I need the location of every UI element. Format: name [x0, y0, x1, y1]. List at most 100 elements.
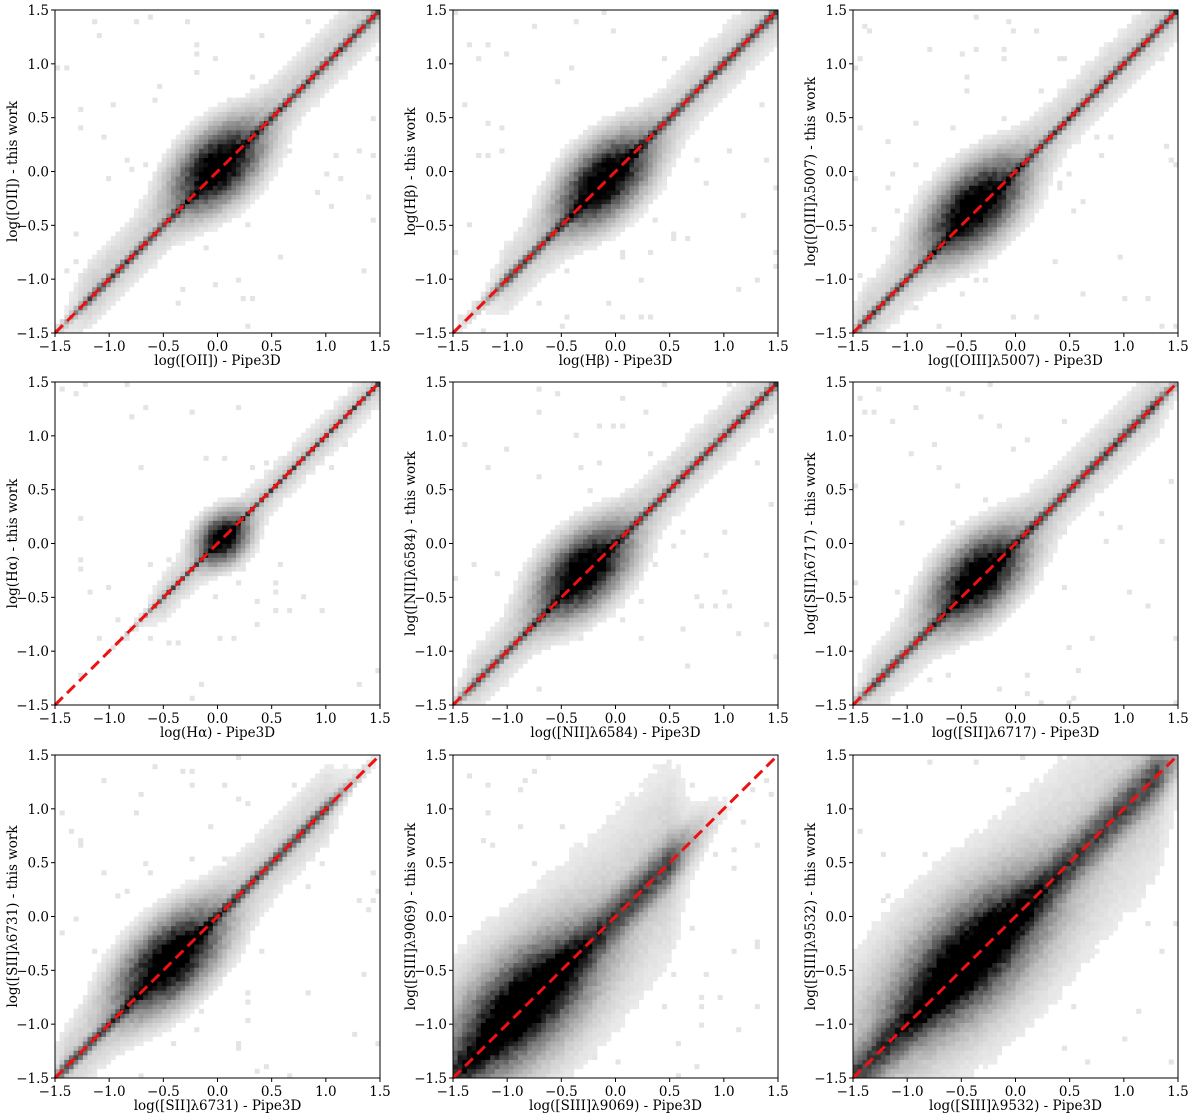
density-cell	[573, 166, 579, 172]
density-cell	[866, 305, 872, 311]
density-cell	[1113, 93, 1119, 99]
density-cell	[1057, 93, 1063, 99]
density-cell	[152, 617, 158, 623]
density-cell	[1145, 23, 1151, 29]
density-cell	[185, 236, 191, 242]
density-cell	[983, 176, 989, 182]
density-cell	[592, 153, 598, 159]
density-cell	[490, 645, 496, 651]
density-cell	[161, 217, 167, 223]
density-cell	[620, 249, 626, 255]
density-cell	[319, 441, 325, 447]
density-cell	[504, 300, 510, 306]
density-cell	[1061, 88, 1067, 94]
density-cell	[936, 185, 942, 191]
density-cell	[291, 116, 297, 122]
density-cell	[508, 608, 514, 614]
density-cell	[620, 222, 626, 228]
density-cell	[166, 176, 172, 182]
density-cell	[545, 259, 551, 265]
density-cell	[876, 296, 882, 302]
density-cell	[969, 180, 975, 186]
density-cell	[876, 323, 882, 329]
density-cell	[1020, 208, 1026, 214]
density-cell	[175, 217, 181, 223]
density-cell	[945, 166, 951, 172]
density-cell	[338, 10, 344, 16]
density-cell	[1103, 106, 1109, 112]
density-cell	[945, 231, 951, 237]
density-cell	[254, 478, 260, 484]
density-cell	[1080, 125, 1086, 131]
density-cell	[764, 23, 770, 29]
density-cell	[342, 37, 348, 43]
density-cell	[222, 106, 228, 112]
density-cell	[490, 296, 496, 302]
density-cell	[513, 291, 519, 297]
density-cell	[254, 497, 260, 503]
density-cell	[92, 254, 98, 260]
density-cell	[485, 668, 491, 674]
density-cell	[652, 157, 658, 163]
density-cell	[740, 56, 746, 62]
density-cell	[296, 469, 302, 475]
x-tick-label: 0.5	[659, 339, 680, 355]
density-cell	[1015, 189, 1021, 195]
density-cell	[1010, 236, 1016, 242]
density-cell	[657, 162, 663, 168]
density-cell	[522, 277, 528, 283]
density-cell	[513, 621, 519, 627]
density-cell	[171, 575, 177, 581]
density-cell	[462, 102, 468, 108]
density-cell	[513, 236, 519, 242]
density-cell	[629, 162, 635, 168]
density-cell	[347, 33, 353, 39]
density-cell	[490, 282, 496, 288]
density-cell	[885, 291, 891, 297]
density-cell	[245, 185, 251, 191]
density-cell	[1089, 60, 1095, 66]
density-cell	[231, 497, 237, 503]
density-cell	[73, 231, 79, 237]
density-cell	[287, 139, 293, 145]
density-cell	[245, 125, 251, 131]
density-cell	[726, 74, 732, 80]
density-cell	[578, 171, 584, 177]
density-cell	[578, 213, 584, 219]
density-cell	[689, 56, 695, 62]
density-cell	[226, 208, 232, 214]
density-cell	[189, 548, 195, 554]
density-cell	[652, 148, 658, 154]
density-cell	[198, 171, 204, 177]
density-cell	[254, 525, 260, 531]
x-tick-label: 1.0	[315, 711, 336, 727]
density-cell	[485, 695, 491, 701]
density-cell	[894, 319, 900, 325]
density-cell	[254, 180, 260, 186]
density-cell	[124, 286, 130, 292]
density-cell	[983, 249, 989, 255]
density-cell	[950, 176, 956, 182]
density-cell	[992, 153, 998, 159]
density-cell	[315, 423, 321, 429]
density-cell	[124, 240, 130, 246]
density-cell	[161, 203, 167, 209]
density-cell	[527, 286, 533, 292]
density-cell	[328, 432, 334, 438]
density-cell	[587, 176, 593, 182]
density-cell	[231, 134, 237, 140]
density-cell	[324, 423, 330, 429]
density-cell	[643, 180, 649, 186]
density-cell	[559, 199, 565, 205]
density-cell	[222, 557, 228, 563]
x-tick-label: 1.0	[315, 339, 336, 355]
density-cell	[610, 194, 616, 200]
density-cell	[152, 589, 158, 595]
density-cell	[305, 102, 311, 108]
density-cell	[476, 300, 482, 306]
density-cell	[1038, 148, 1044, 154]
density-cell	[615, 148, 621, 154]
density-cell	[936, 323, 942, 329]
density-cell	[992, 213, 998, 219]
density-cell	[263, 474, 269, 480]
